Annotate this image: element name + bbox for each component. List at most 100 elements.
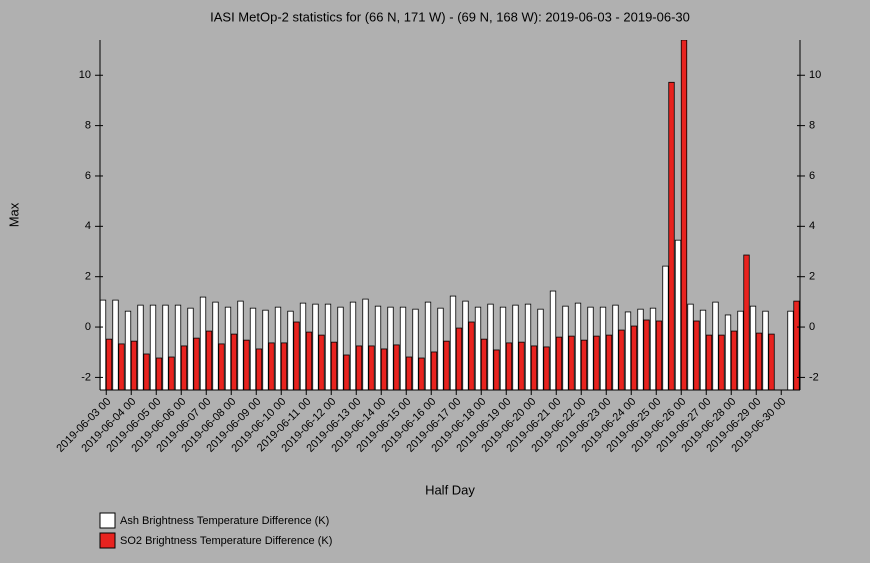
bar <box>343 354 350 390</box>
y2-tick-label: 0 <box>809 321 815 333</box>
bar <box>412 308 419 390</box>
bar <box>562 305 569 390</box>
bar <box>443 340 450 390</box>
bar <box>793 300 800 390</box>
bar <box>499 306 507 390</box>
bar <box>518 341 525 390</box>
bar <box>693 320 700 390</box>
legend-swatch <box>99 532 116 549</box>
bar <box>374 305 382 390</box>
bar <box>699 309 707 390</box>
bar <box>424 301 432 390</box>
bar <box>580 339 588 390</box>
bar <box>405 356 413 390</box>
bar <box>162 304 169 390</box>
bar <box>268 342 275 390</box>
bar <box>337 306 344 390</box>
bar <box>730 330 738 390</box>
bar <box>449 295 457 390</box>
bar <box>230 333 238 390</box>
bar <box>299 302 307 390</box>
bar <box>362 298 369 390</box>
bar <box>224 306 232 390</box>
bar <box>524 303 532 390</box>
bar <box>455 327 463 390</box>
bar <box>437 307 444 390</box>
bar <box>205 330 213 390</box>
bar <box>174 304 182 390</box>
y2-tick-label: -2 <box>809 371 819 383</box>
bar <box>593 335 600 390</box>
bar <box>393 344 400 390</box>
y-tick-label: -2 <box>81 371 91 383</box>
bar <box>630 325 638 390</box>
bar <box>387 306 394 390</box>
bar <box>287 310 294 390</box>
bar <box>430 351 438 390</box>
bar <box>474 306 482 390</box>
bar <box>618 329 625 390</box>
bar <box>555 336 563 390</box>
bar <box>599 306 607 390</box>
bar <box>493 349 500 390</box>
bar <box>318 334 325 390</box>
bar <box>124 310 132 390</box>
bar <box>468 321 475 390</box>
bar <box>587 306 594 390</box>
y2-tick-label: 4 <box>809 220 815 232</box>
bar <box>462 300 469 390</box>
bar <box>605 334 613 390</box>
y2-tick-label: 2 <box>809 271 815 283</box>
bar <box>280 342 288 390</box>
bar <box>330 341 338 390</box>
bar <box>505 342 513 390</box>
x-axis-label: Half Day <box>425 482 475 497</box>
bar <box>543 346 550 390</box>
bar <box>674 239 682 390</box>
bar <box>355 345 363 390</box>
bar <box>100 299 107 390</box>
bar <box>218 343 225 390</box>
bar <box>193 337 200 390</box>
legend-label: Ash Brightness Temperature Difference (K… <box>120 515 329 527</box>
bar <box>512 304 519 390</box>
bar <box>418 357 425 390</box>
bar <box>749 305 757 390</box>
y-tick-label: 2 <box>85 271 91 283</box>
y2-tick-label: 6 <box>809 170 815 182</box>
bar <box>549 290 557 390</box>
bar <box>655 320 663 390</box>
bar <box>680 40 688 390</box>
legend-label: SO2 Brightness Temperature Difference (K… <box>120 535 332 547</box>
bar <box>768 333 775 390</box>
bar <box>662 265 669 390</box>
chart-title: IASI MetOp-2 statistics for (66 N, 171 W… <box>210 9 690 24</box>
y-tick-label: 10 <box>79 69 91 81</box>
bar <box>312 303 319 390</box>
bar <box>143 353 150 390</box>
bar <box>743 254 750 390</box>
bar <box>712 301 719 390</box>
bar <box>262 309 269 390</box>
y-tick-label: 6 <box>85 170 91 182</box>
bar <box>668 81 675 390</box>
bar <box>762 310 769 390</box>
bar <box>530 345 538 390</box>
bar <box>105 338 113 390</box>
bar <box>274 306 282 390</box>
bar <box>118 343 125 390</box>
bar <box>537 308 544 390</box>
bar <box>687 303 694 390</box>
bar <box>487 303 494 390</box>
bar <box>612 304 619 390</box>
bar <box>755 332 763 390</box>
bars <box>100 40 800 390</box>
bar <box>737 310 744 390</box>
bar <box>112 299 119 390</box>
y-tick-label: 8 <box>85 120 91 132</box>
bar <box>137 304 144 390</box>
bar <box>199 296 207 390</box>
bar <box>624 311 632 390</box>
bar <box>368 345 375 390</box>
